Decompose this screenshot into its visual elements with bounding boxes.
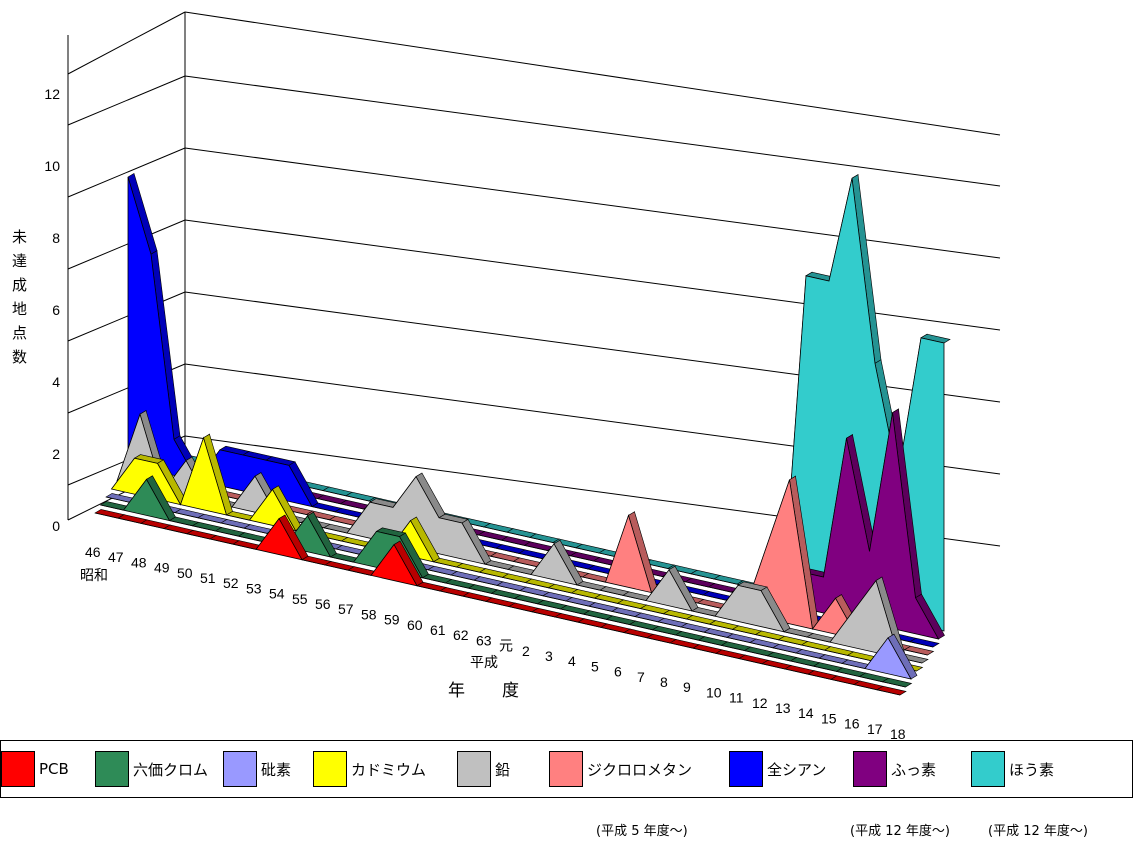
x-tick-label: 56 (315, 596, 331, 612)
x-tick-label: 52 (223, 575, 239, 591)
legend-label: 砒素 (261, 760, 292, 779)
x-tick-label: 5 (591, 658, 599, 674)
legend-label: 六価クロム (133, 760, 209, 779)
x-tick-label: 2 (522, 643, 530, 659)
x-tick-label: 50 (177, 565, 193, 581)
legend-swatch (95, 751, 129, 787)
x-axis-ticks: 46 47 48 49 50 51 52 53 54 55 56 57 58 59 60 61 62 63 元 2 3 4… (85, 544, 906, 740)
x-tick-label: 59 (384, 612, 400, 628)
series-area (94, 512, 901, 696)
x-tick-label: 48 (131, 554, 147, 570)
x-tick-label: 63 (476, 632, 492, 648)
x-tick-label: 17 (867, 721, 883, 737)
legend-swatch (971, 751, 1005, 787)
x-tick-label: 54 (269, 586, 285, 602)
legend-label: 鉛 (495, 760, 511, 779)
x-tick-label: 元 (499, 638, 513, 654)
y-tick-label: 12 (44, 86, 60, 102)
legend-item: ジクロロメタン (549, 751, 692, 787)
y-axis-label-char: 数 (12, 348, 27, 366)
x-tick-label: 47 (108, 549, 124, 565)
x-tick-label: 8 (660, 674, 668, 690)
legend-item: PCB (1, 751, 69, 787)
legend-swatch (223, 751, 257, 787)
x-tick-label: 46 (85, 544, 101, 560)
legend-swatch (729, 751, 763, 787)
x-tick-label: 60 (407, 617, 423, 633)
y-tick-label: 0 (52, 518, 60, 534)
y-axis-label-char: 達 (12, 252, 27, 270)
x-tick-label: 55 (292, 591, 308, 607)
x-tick-label: 61 (430, 622, 446, 638)
legend-label: ジクロロメタン (587, 760, 693, 779)
legend-label: PCB (39, 760, 69, 778)
x-tick-label: 6 (614, 664, 622, 680)
x-tick-label: 4 (568, 653, 576, 669)
legend-note: (平成 5 年度～) (596, 824, 688, 839)
x-tick-label: 13 (775, 700, 791, 716)
chart-legend: PCB 六価クロム 砒素 カドミウム 鉛 ジクロロメタン 全シアン ふっ素 ほう素 (0, 740, 1133, 798)
x-tick-label: 58 (361, 606, 377, 622)
era-label-showa: 昭和 (80, 567, 108, 583)
x-tick-label: 49 (154, 560, 170, 576)
y-tick-label: 4 (52, 374, 60, 390)
x-tick-label: 11 (729, 690, 744, 706)
legend-item: 鉛 (457, 751, 510, 787)
legend-item: 砒素 (223, 751, 291, 787)
era-label-heisei: 平成 (470, 654, 498, 670)
legend-item: 六価クロム (95, 751, 208, 787)
legend-label: 全シアン (767, 760, 827, 779)
legend-item: ふっ素 (853, 751, 936, 787)
legend-swatch (549, 751, 583, 787)
series-area (100, 478, 906, 688)
legend-note: (平成 12 年度～) (988, 824, 1088, 839)
x-tick-label: 10 (706, 684, 722, 700)
x-tick-label: 15 (821, 710, 837, 726)
legend-item: ほう素 (971, 751, 1054, 787)
legend-swatch (1, 751, 35, 787)
x-tick-label: 51 (200, 570, 216, 586)
chart-series (94, 172, 951, 696)
series-area (110, 436, 917, 672)
legend-swatch (457, 751, 491, 787)
y-tick-label: 10 (44, 158, 60, 174)
legend-label: ふっ素 (891, 760, 937, 779)
x-tick-label: 53 (246, 580, 262, 596)
x-axis-label: 年 度 (448, 681, 529, 701)
x-tick-label: 16 (844, 716, 860, 732)
legend-note: (平成 12 年度～) (850, 824, 950, 839)
x-tick-label: 7 (637, 669, 645, 685)
legend-swatch (313, 751, 347, 787)
x-tick-label: 14 (798, 705, 814, 721)
legend-swatch (853, 751, 887, 787)
x-tick-label: 9 (683, 679, 691, 695)
y-axis-label-char: 成 (12, 276, 27, 294)
y-axis-label-char: 点 (12, 324, 27, 342)
x-tick-label: 62 (453, 627, 469, 643)
legend-item: カドミウム (313, 751, 426, 787)
y-tick-label: 8 (52, 230, 60, 246)
y-axis-label-char: 未 (12, 228, 27, 246)
series-1 (94, 509, 907, 696)
legend-label: カドミウム (351, 760, 427, 779)
series-area (116, 412, 923, 664)
x-tick-label: 12 (752, 695, 768, 711)
legend-item: 全シアン (729, 751, 826, 787)
y-tick-label: 2 (52, 446, 60, 462)
legend-label: ほう素 (1009, 760, 1055, 779)
x-tick-label: 18 (890, 726, 906, 740)
x-tick-label: 3 (545, 648, 553, 664)
y-tick-label: 6 (52, 302, 60, 318)
y-axis-ticks: 0 2 4 6 8 10 12 (44, 86, 60, 534)
y-axis-label-char: 地 (12, 300, 27, 318)
x-tick-label: 57 (338, 601, 354, 617)
